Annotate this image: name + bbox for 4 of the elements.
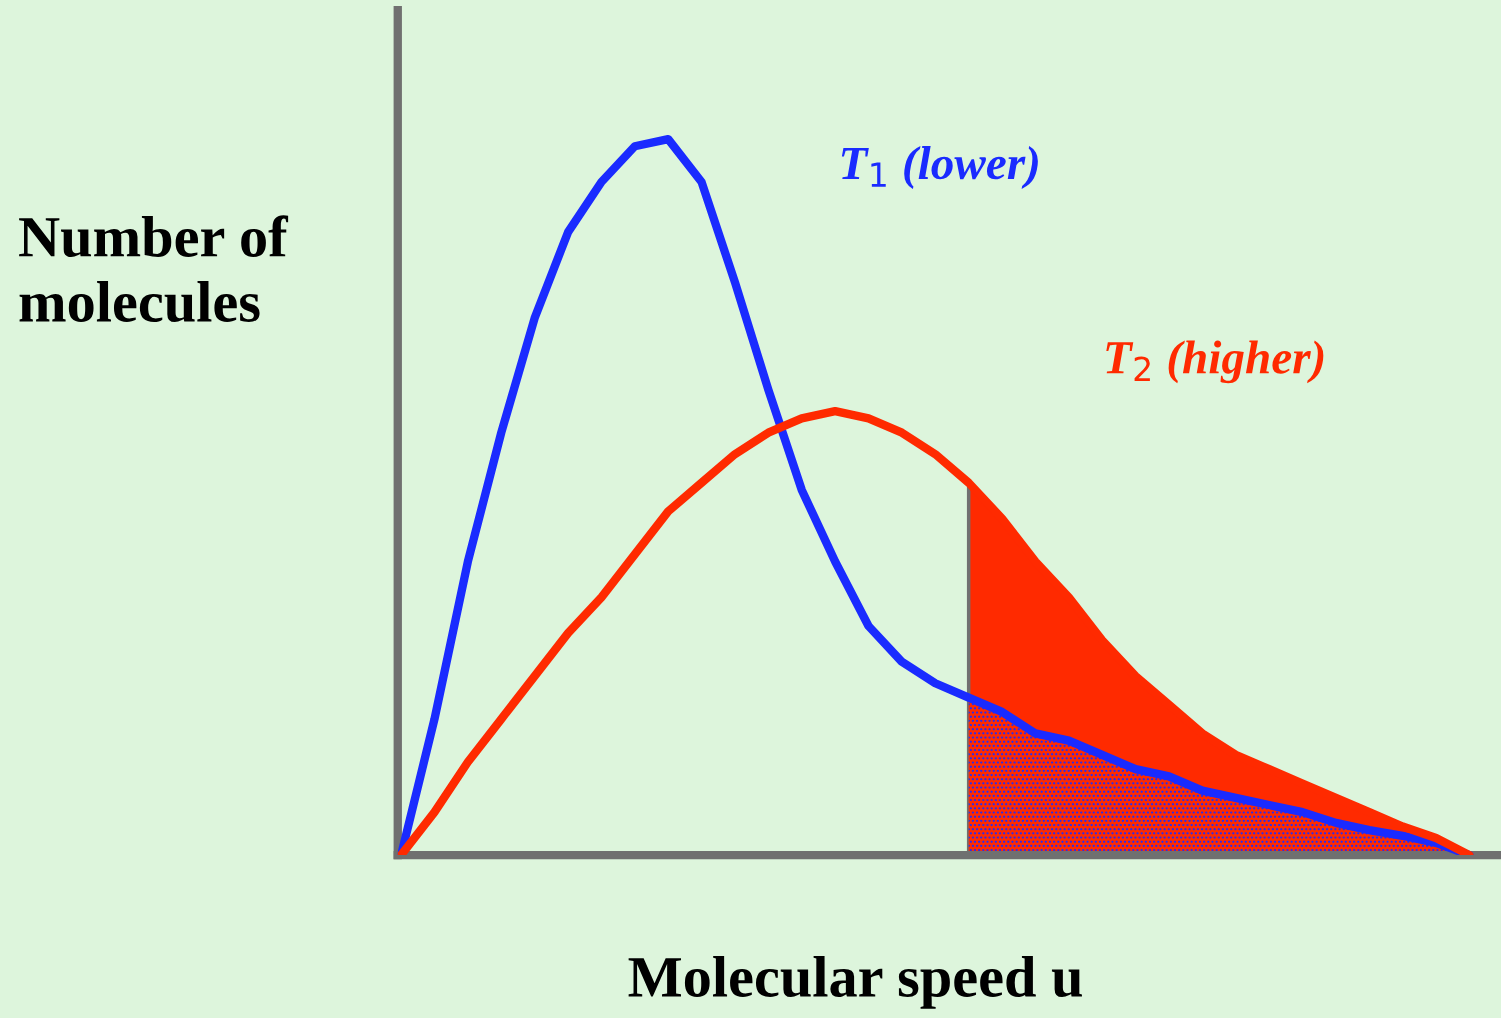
y-axis-title: Number of molecules — [19, 215, 289, 323]
text: T$_{2}$ (higher) — [1106, 340, 1324, 384]
text: T$_{1}$ (lower) — [841, 146, 1038, 189]
x-axis-title: Molecular speed u — [628, 955, 1082, 1009]
